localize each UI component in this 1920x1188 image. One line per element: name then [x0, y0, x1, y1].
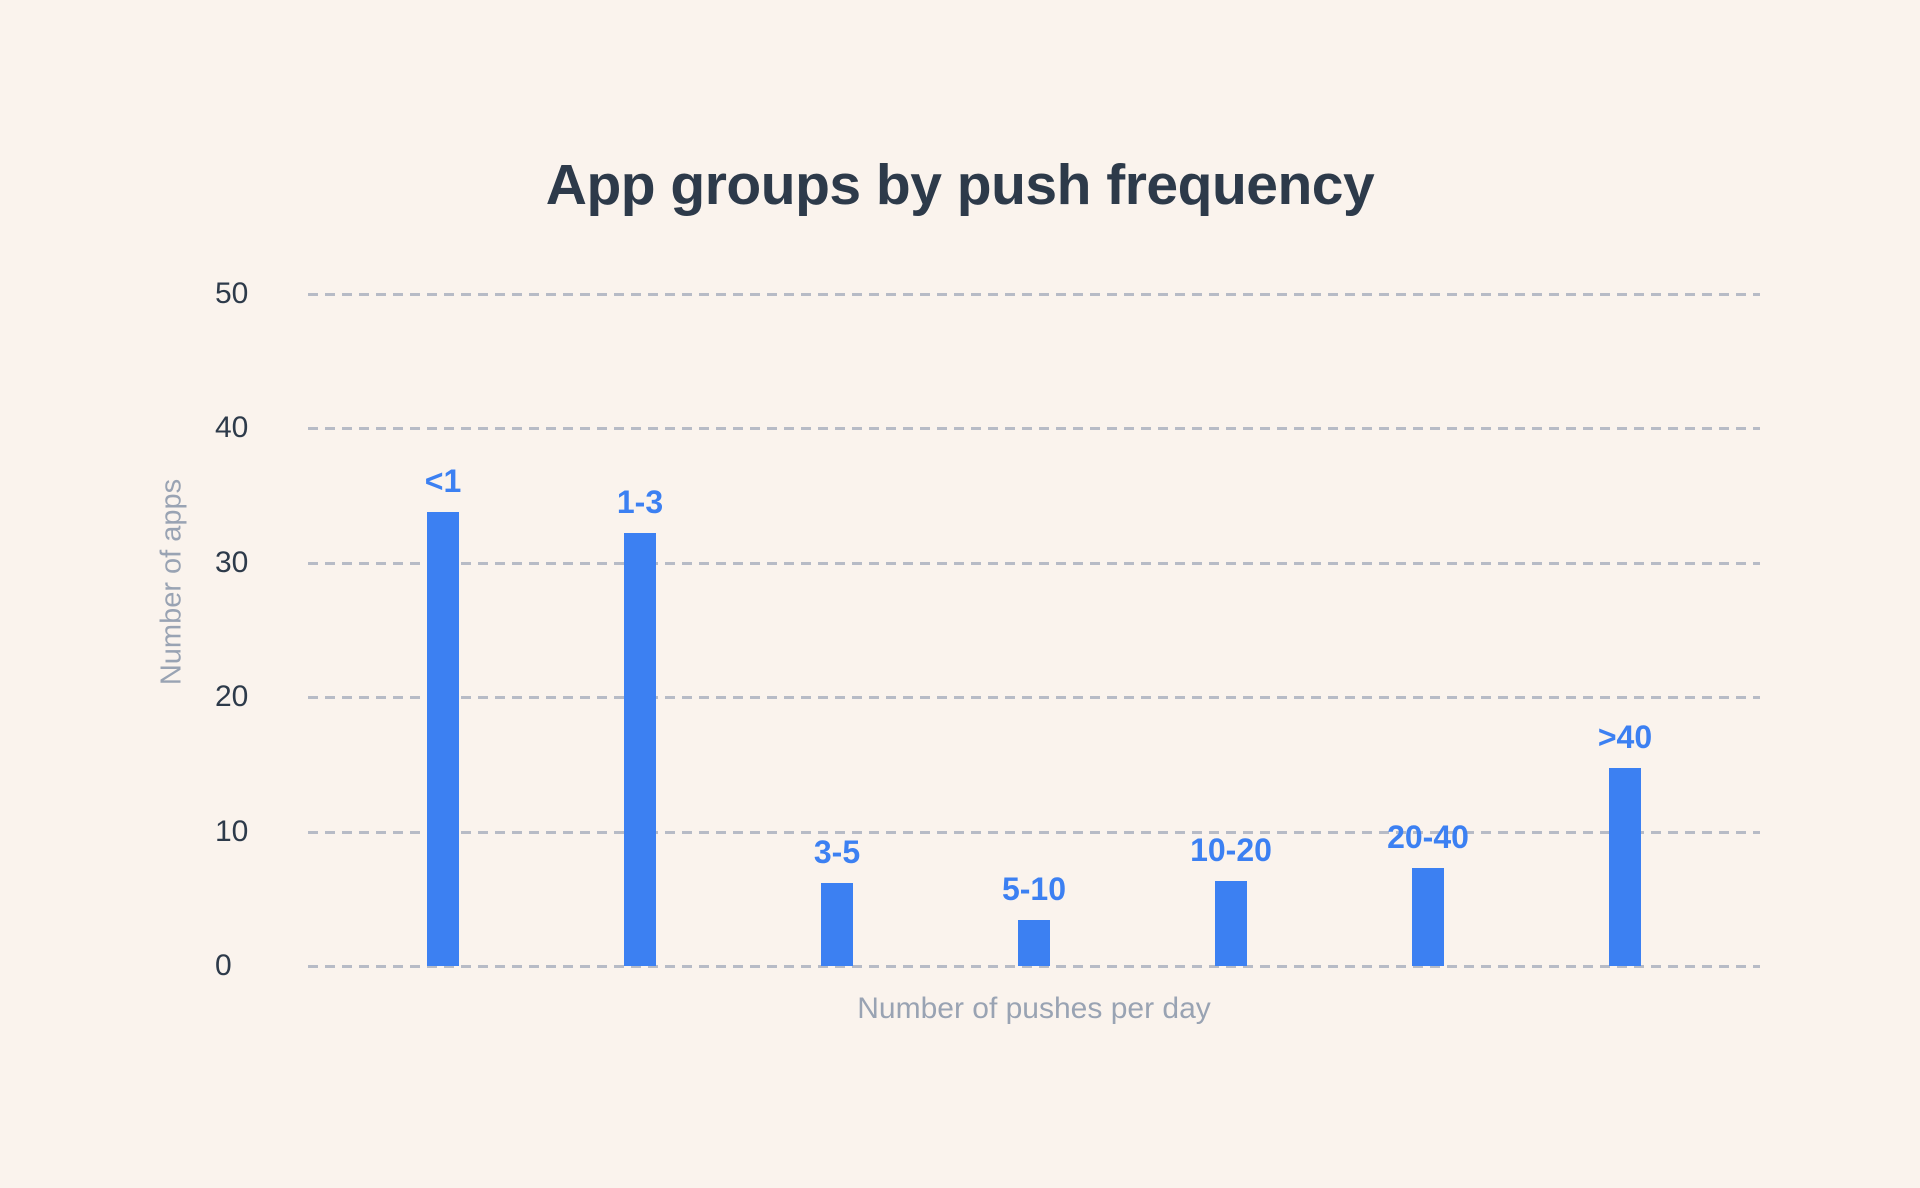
bar-1-3	[624, 533, 656, 966]
bar-<1	[427, 511, 459, 966]
bar-20-40	[1412, 867, 1444, 966]
bar-label-5-10: 5-10	[1001, 871, 1067, 908]
gridline-y-50	[308, 293, 1760, 296]
gridline-y-10	[308, 830, 1760, 834]
y-tick-label-30: 30	[215, 545, 249, 579]
bar-label-<1: <1	[424, 462, 462, 499]
bar-label-3-5: 3-5	[813, 833, 861, 870]
x-axis-title: Number of pushes per day	[857, 992, 1211, 1025]
y-tick-label-20: 20	[215, 680, 249, 714]
y-axis-title: Number of apps	[155, 478, 188, 686]
gridline-y-20	[308, 696, 1760, 700]
bar-10-20	[1215, 881, 1247, 966]
bar-label->40: >40	[1597, 719, 1653, 756]
y-tick-label-0: 0	[215, 949, 232, 982]
y-tick-label-40: 40	[215, 411, 249, 445]
bar-label-1-3: 1-3	[616, 484, 664, 521]
y-tick-label-10: 10	[215, 814, 249, 848]
gridline-y-0	[308, 965, 1760, 968]
gridline-y-40	[308, 427, 1760, 431]
gridline-y-30	[308, 561, 1760, 565]
bar->40	[1609, 768, 1641, 966]
chart-title: App groups by push frequency	[545, 153, 1375, 217]
bar-label-10-20: 10-20	[1190, 832, 1272, 869]
bar-5-10	[1018, 920, 1050, 966]
bar-3-5	[821, 882, 853, 966]
bar-label-20-40: 20-40	[1387, 818, 1469, 855]
y-tick-label-50: 50	[215, 277, 249, 310]
plot-area: <1 1-3 3-5 5-10 10-20 20-40 >40	[308, 293, 1760, 968]
